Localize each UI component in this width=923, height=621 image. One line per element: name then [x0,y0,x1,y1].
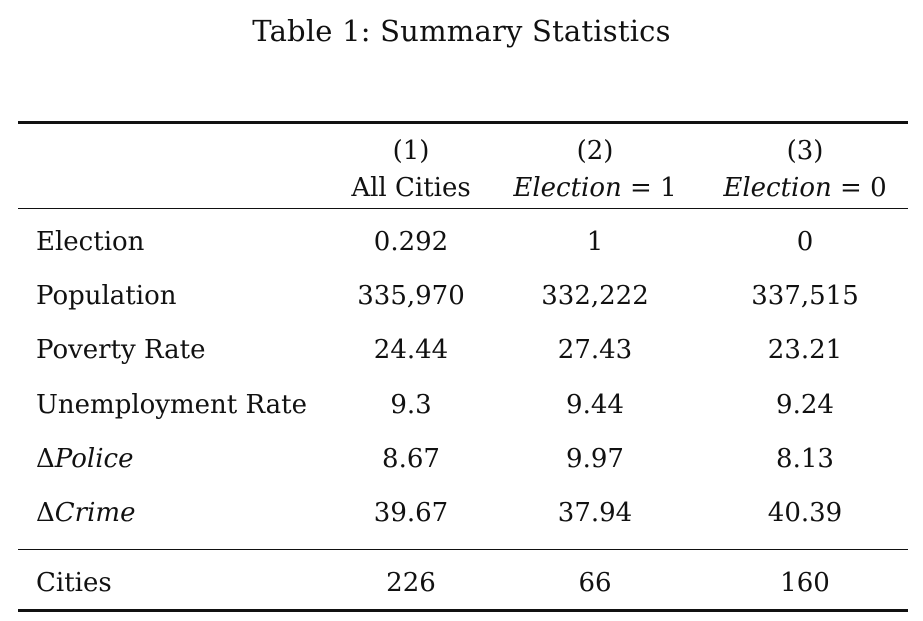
row-label: ΔPolice [36,439,133,479]
row-label: Population [36,276,176,316]
table-cell: 23.21 [767,335,843,365]
header-rule [18,208,908,210]
row-label-text: Poverty Rate [36,335,206,365]
table-row-election: Election 0.292 1 0 [18,222,908,262]
column-label-2: Election = 1 [502,168,688,208]
table-row-delta-police: ΔPolice 8.67 9.97 8.13 [18,439,908,479]
table-cell: 9.97 [566,444,624,474]
column-label-1-text: All Cities [351,173,471,203]
bottom-rule [18,609,908,612]
table-cell: 337,515 [751,281,859,311]
table-cell: 9.24 [776,390,834,420]
table-cell: 1 [586,227,604,257]
row-label: Poverty Rate [36,330,206,370]
top-rule [18,121,908,124]
row-label: Election [36,222,144,262]
table-row-cities: Cities 226 66 160 [18,563,908,603]
row-label-text: Unemployment Rate [36,390,308,420]
column-number-2: (2) [576,136,614,166]
table-cell: 39.67 [373,498,449,528]
footer-rule [18,549,908,551]
table-cell: 9.44 [566,390,624,420]
table-cell: 226 [386,568,436,598]
table-caption: Table 1: Summary Statistics [252,14,671,48]
table-cell: 160 [780,568,830,598]
column-number-3: (3) [786,136,824,166]
table-cell: 27.43 [557,335,633,365]
column-number-1: (1) [392,136,430,166]
row-label-text: Election [36,227,145,257]
table-cell: 9.3 [390,390,432,420]
column-label-3: Election = 0 [710,168,900,208]
table-cell: 66 [578,568,612,598]
column-label-2-suffix: = 1 [621,173,677,203]
table-cell: 24.44 [373,335,449,365]
row-label-prefix: Δ [36,498,55,528]
table-cell: 335,970 [357,281,465,311]
table-cell: 8.67 [382,444,440,474]
column-label-2-italic: Election [513,173,622,203]
table-row-delta-crime: ΔCrime 39.67 37.94 40.39 [18,493,908,533]
table-cell: 0 [796,227,814,257]
table-cell: 37.94 [557,498,633,528]
table-cell: 8.13 [776,444,834,474]
row-label-italic: Police [54,444,134,474]
header-label-row: All Cities Election = 1 Election = 0 [18,168,908,208]
header-number-row: (1) (2) (3) [18,131,908,171]
table-row-population: Population 335,970 332,222 337,515 [18,276,908,316]
row-label-italic: Crime [54,498,136,528]
row-label: ΔCrime [36,493,135,533]
table-row-poverty-rate: Poverty Rate 24.44 27.43 23.21 [18,330,908,370]
column-label-3-suffix: = 0 [831,173,887,203]
table-cell: 0.292 [373,227,449,257]
table-row-unemployment-rate: Unemployment Rate 9.3 9.44 9.24 [18,385,908,425]
row-label: Cities [36,568,112,598]
row-label-text: Population [36,281,177,311]
column-label-1: All Cities [338,168,484,208]
table-cell: 40.39 [767,498,843,528]
row-label: Unemployment Rate [36,385,307,425]
column-label-3-italic: Election [723,173,832,203]
row-label-prefix: Δ [36,444,55,474]
table-cell: 332,222 [541,281,649,311]
